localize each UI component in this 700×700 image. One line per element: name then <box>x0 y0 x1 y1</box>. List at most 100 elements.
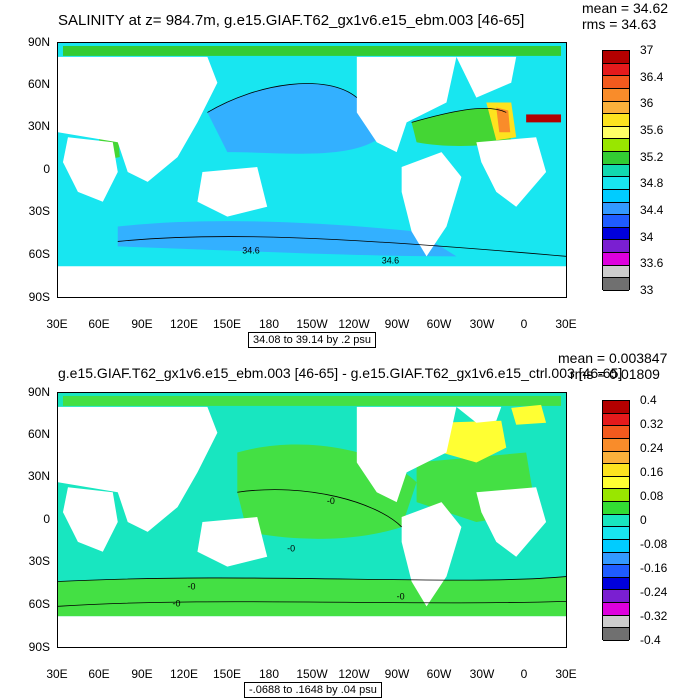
salinity-map: 34.6 34.6 <box>58 43 566 297</box>
southern-positive <box>58 576 566 617</box>
colorbar-box <box>603 539 629 553</box>
x-tick-label: 30E <box>555 317 577 331</box>
colorbar-box <box>603 227 629 241</box>
land-greenland <box>456 406 502 423</box>
colorbar-box <box>603 164 629 178</box>
colorbar-label: -0.08 <box>640 537 668 551</box>
contour-label: 34.6 <box>382 255 399 265</box>
colorbar <box>602 50 630 291</box>
x-tick-label: 90E <box>131 667 153 681</box>
y-tick-label: 30N <box>27 469 50 483</box>
mean-stat: mean = 0.003847 <box>558 350 668 366</box>
land-africa <box>476 137 547 207</box>
colorbar-box <box>603 438 629 452</box>
colorbar-label: -0.4 <box>640 633 661 647</box>
north-pacific-low <box>207 83 387 154</box>
colorbar-box <box>603 253 629 266</box>
colorbar-box <box>603 552 629 566</box>
colorbar-box <box>603 76 629 89</box>
colorbar-box <box>603 615 629 629</box>
x-tick-label: 90W <box>384 667 410 681</box>
x-tick-label: 180 <box>258 667 280 681</box>
colorbar-box <box>603 189 629 203</box>
colorbar-box <box>603 88 629 102</box>
contour-line <box>237 489 402 528</box>
x-tick-label: 30E <box>555 667 577 681</box>
x-tick-label: 120E <box>169 667 199 681</box>
x-tick-label: 150E <box>212 667 242 681</box>
colorbar-box <box>603 126 629 140</box>
colorbar-box <box>603 527 629 540</box>
x-tick-label: 60W <box>426 667 452 681</box>
colorbar-label: 33 <box>640 283 654 297</box>
colorbar-box <box>603 502 629 515</box>
x-tick-label: 180 <box>258 317 280 331</box>
x-tick-label: 60W <box>426 317 452 331</box>
colorbar-box <box>603 451 629 465</box>
land-africa <box>476 487 547 557</box>
x-tick-label: 30W <box>469 317 495 331</box>
y-tick-label: 0 <box>43 162 50 176</box>
y-tick-label: 60S <box>28 247 50 261</box>
colorbar-box <box>603 101 629 115</box>
colorbar-box <box>603 514 629 528</box>
y-tick-label: 30S <box>28 554 50 568</box>
colorbar-label: 0.24 <box>640 441 664 455</box>
x-tick-label: 120W <box>338 317 370 331</box>
land-africa-east <box>62 487 118 552</box>
colorbar-box <box>603 51 629 64</box>
land-north-america <box>356 406 457 503</box>
x-tick-label: 30W <box>469 667 495 681</box>
arctic-strip <box>62 395 562 406</box>
colorbar-box <box>603 476 629 490</box>
y-tick-label: 90S <box>28 640 50 654</box>
nordic-yellow <box>436 420 507 463</box>
colorbar-box <box>603 240 629 253</box>
contour-line <box>411 107 507 123</box>
x-tick-label: 150W <box>296 317 328 331</box>
land-africa-east <box>62 137 118 202</box>
contour-label: -0 <box>327 496 335 506</box>
med-sea <box>526 114 562 123</box>
colorbar-label: 33.6 <box>640 256 664 271</box>
southern-ocean-low <box>117 221 457 257</box>
colorbar-box <box>603 177 629 190</box>
colorbar-label: 35.2 <box>640 149 664 164</box>
y-tick-label: 0 <box>43 512 50 526</box>
colorbar-label: 36.4 <box>640 69 664 84</box>
contour-line <box>58 576 566 582</box>
contour-label: -0 <box>397 591 405 601</box>
chart-title: SALINITY at z= 984.7m, g.e15.GIAF.T62_gx… <box>58 12 525 29</box>
x-tick-label: 120E <box>169 317 199 331</box>
x-tick-label: 60E <box>88 317 110 331</box>
north-atlantic-high <box>411 108 512 146</box>
x-tick-label: 30E <box>46 317 68 331</box>
x-tick-label: 90E <box>131 317 153 331</box>
colorbar-box <box>603 628 629 641</box>
colorbar-label: 37 <box>640 43 654 57</box>
y-tick-label: 90N <box>27 385 50 399</box>
x-tick-label: 60E <box>88 667 110 681</box>
land-antarctica <box>58 616 566 647</box>
x-tick-label: 30E <box>46 667 68 681</box>
y-tick-label: 90N <box>27 35 50 49</box>
colorbar-label: 0.08 <box>640 489 664 503</box>
contour-label: 34.6 <box>242 245 259 255</box>
y-tick-label: 60N <box>27 77 50 91</box>
colorbar-box <box>603 278 629 291</box>
contour-line <box>207 83 358 113</box>
x-tick-label: 120W <box>338 667 370 681</box>
colorbar-box <box>603 63 629 77</box>
y-tick-label: 60S <box>28 597 50 611</box>
chart-title: g.e15.GIAF.T62_gx1v6.e15_ebm.003 [46-65]… <box>58 365 623 381</box>
y-tick-label: 60N <box>27 427 50 441</box>
colorbar-label: 35.6 <box>640 123 664 137</box>
x-tick-label: 150E <box>212 317 242 331</box>
colorbar-label: 36 <box>640 96 654 111</box>
rms-stat: rms = 34.63 <box>582 16 657 32</box>
land-australia <box>197 167 268 217</box>
colorbar-box <box>603 114 629 127</box>
y-tick-label: 90S <box>28 290 50 304</box>
land-eurasia <box>58 56 218 182</box>
colorbar-box <box>603 603 629 616</box>
